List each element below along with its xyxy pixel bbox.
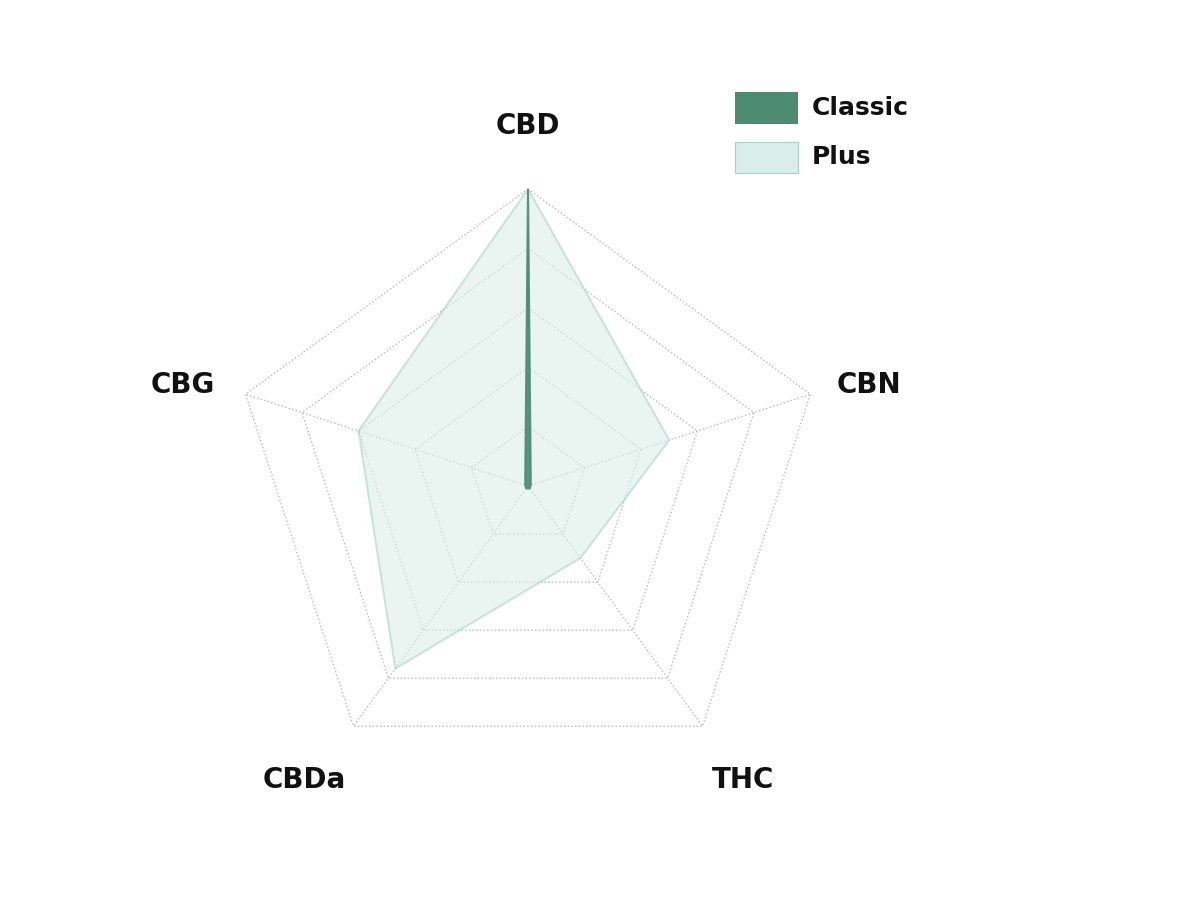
Text: CBD: CBD bbox=[496, 112, 560, 140]
Bar bbox=[734, 93, 798, 123]
Text: CBDa: CBDa bbox=[263, 766, 346, 795]
Polygon shape bbox=[526, 189, 530, 489]
Text: Classic: Classic bbox=[811, 96, 908, 120]
Polygon shape bbox=[359, 189, 670, 669]
Text: CBN: CBN bbox=[836, 371, 901, 400]
Text: THC: THC bbox=[712, 766, 774, 795]
Bar bbox=[734, 141, 798, 173]
Text: CBG: CBG bbox=[150, 371, 215, 400]
Text: Plus: Plus bbox=[811, 146, 871, 169]
